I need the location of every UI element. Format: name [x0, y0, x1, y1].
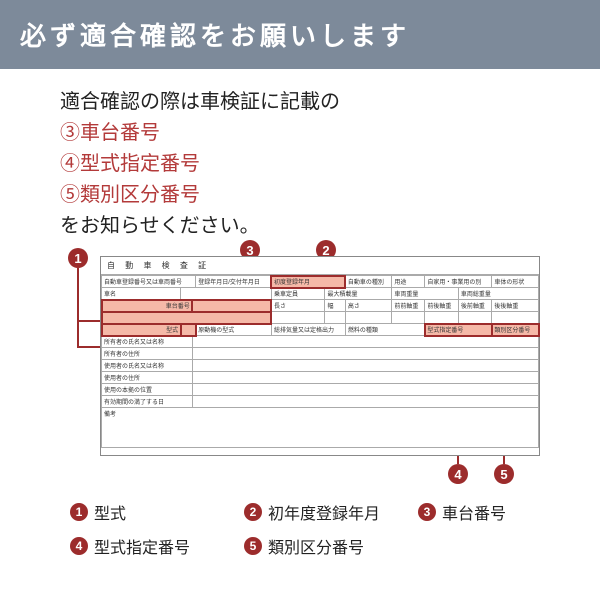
cell: 前前軸重	[392, 300, 425, 312]
legend-item-5: 5 類別区分番号	[244, 534, 394, 558]
cell: 長さ	[271, 300, 324, 312]
intro-line1: 適合確認の際は車検証に記載の	[60, 87, 560, 118]
legend-badge-1: 1	[70, 503, 88, 521]
cell: 総排気量又は定格出力	[271, 324, 345, 336]
cell: 所有者の氏名又は名称	[102, 336, 193, 348]
cell: 所有者の住所	[102, 348, 193, 360]
header-banner: 必ず適合確認をお願いします	[0, 0, 600, 69]
legend-badge-2: 2	[244, 503, 262, 521]
legend-item-2: 2 初年度登録年月	[244, 500, 394, 524]
cell	[181, 288, 272, 300]
legend-badge-3: 3	[418, 503, 436, 521]
cell: 後後軸重	[492, 300, 539, 312]
cell	[192, 336, 538, 348]
document-diagram: 1 3 2 4 5 自 動 車 検 査 証 自動車登録番号又は車両番号 登録年月…	[40, 246, 560, 486]
callout-5: 5	[494, 464, 514, 484]
intro-item-3: ③車台番号	[60, 118, 560, 149]
cell-type-designation-highlight: 型式指定番号	[425, 324, 492, 336]
legend-item-3: 3 車台番号	[418, 500, 568, 524]
leader-line	[77, 346, 101, 348]
legend-label-3: 車台番号	[442, 500, 506, 524]
cell-chassis-label-highlight: 車台番号	[102, 300, 193, 312]
cell: 使用者の住所	[102, 372, 193, 384]
legend-label-5: 類別区分番号	[268, 534, 364, 558]
callout-4: 4	[448, 464, 468, 484]
cell	[192, 372, 538, 384]
cell-remarks: 備考	[102, 408, 539, 448]
cell	[492, 312, 539, 324]
cell: 自動車の種別	[345, 276, 392, 288]
cell-type-value-highlight	[181, 324, 196, 336]
cell: 用途	[392, 276, 425, 288]
cell	[192, 348, 538, 360]
cell: 車両総重量	[458, 288, 538, 300]
cell: 車両重量	[392, 288, 458, 300]
callout-1: 1	[68, 248, 88, 268]
cell	[392, 312, 425, 324]
legend-badge-4: 4	[70, 537, 88, 555]
cell-reg-number-label: 自動車登録番号又は車両番号	[102, 276, 196, 288]
cell	[458, 312, 492, 324]
intro-block: 適合確認の際は車検証に記載の ③車台番号 ④型式指定番号 ⑤類別区分番号 をお知…	[0, 69, 600, 246]
legend-item-1: 1 型式	[70, 500, 220, 524]
legend-item-4: 4 型式指定番号	[70, 534, 220, 558]
cell: 使用の本拠の位置	[102, 384, 193, 396]
cell: 車名	[102, 288, 181, 300]
doc-table: 自動車登録番号又は車両番号 登録年月日/交付年月日 初度登録年月 自動車の種別 …	[101, 275, 539, 448]
intro-item-5: ⑤類別区分番号	[60, 180, 560, 211]
cell: 幅	[325, 300, 345, 312]
cell-chassis-row2-highlight	[102, 312, 272, 324]
legend-label-4: 型式指定番号	[94, 534, 190, 558]
cell: 後前軸重	[458, 300, 492, 312]
cell	[425, 312, 459, 324]
doc-title: 自 動 車 検 査 証	[101, 257, 539, 275]
legend: 1 型式 2 初年度登録年月 3 車台番号 4 型式指定番号 5 類別区分番号	[0, 486, 600, 558]
cell	[325, 312, 345, 324]
legend-badge-5: 5	[244, 537, 262, 555]
cell: 使用者の氏名又は名称	[102, 360, 193, 372]
cell: 原動機の型式	[196, 324, 272, 336]
cell: 乗車定員	[271, 288, 324, 300]
legend-label-1: 型式	[94, 500, 126, 524]
cell: 最大積載量	[325, 288, 392, 300]
cell	[192, 360, 538, 372]
cell-type-label-highlight: 型式	[102, 324, 181, 336]
cell: 燃料の種類	[345, 324, 425, 336]
cell	[345, 312, 392, 324]
cell	[192, 396, 538, 408]
cell-chassis-value-highlight	[192, 300, 271, 312]
cell	[192, 384, 538, 396]
intro-line2: をお知らせください。	[60, 211, 560, 242]
cell-first-reg-highlight: 初度登録年月	[271, 276, 345, 288]
cell: 車体の形状	[492, 276, 539, 288]
header-title: 必ず適合確認をお願いします	[20, 21, 410, 51]
cell: 有効期間の満了する日	[102, 396, 193, 408]
leader-line	[77, 268, 79, 348]
leader-line	[77, 320, 101, 322]
cell-classification-highlight: 類別区分番号	[492, 324, 539, 336]
cell: 登録年月日/交付年月日	[196, 276, 272, 288]
cell	[271, 312, 324, 324]
cell: 自家用・事業用の別	[425, 276, 492, 288]
cell: 高さ	[345, 300, 392, 312]
vehicle-inspection-certificate: 自 動 車 検 査 証 自動車登録番号又は車両番号 登録年月日/交付年月日 初度…	[100, 256, 540, 456]
cell: 前後軸重	[425, 300, 459, 312]
intro-item-4: ④型式指定番号	[60, 149, 560, 180]
legend-row: 4 型式指定番号 5 類別区分番号	[70, 534, 560, 558]
legend-label-2: 初年度登録年月	[268, 500, 380, 524]
legend-row: 1 型式 2 初年度登録年月 3 車台番号	[70, 500, 560, 524]
